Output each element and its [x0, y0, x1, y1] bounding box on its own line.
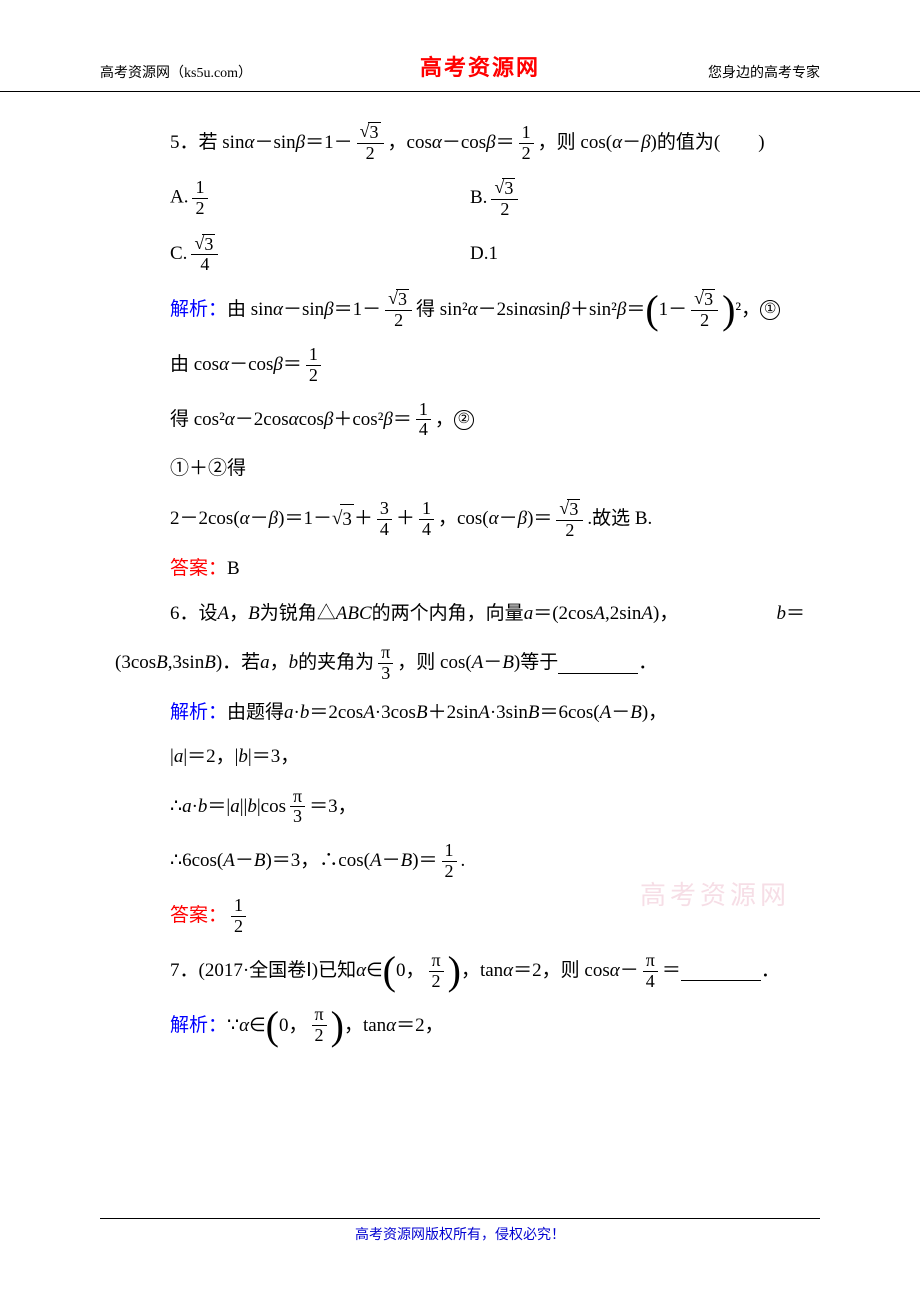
- q6-solution-line3: ∴a ·b ＝|a ||b |cos π3 ＝3，: [170, 787, 805, 828]
- marker-1: ①: [760, 300, 780, 320]
- fraction: 32: [357, 122, 384, 164]
- q5-solution-line3: 得 cos²α －2cosα cosβ ＋cos²β ＝ 14 ， ②: [170, 400, 805, 441]
- fill-blank: [558, 653, 638, 674]
- solution-label: 解析：: [170, 295, 227, 325]
- option-A: A.12: [170, 178, 470, 219]
- q7-solution-line1: 解析： ∵α ∈ (0，π2) ，tanα ＝2，: [170, 1005, 805, 1046]
- q6-stem-line1: 6． 设 A ，B 为锐角△ABC 的两个内角，向量 a ＝(2cosA ,2s…: [170, 599, 805, 629]
- q5-solution-line1: 解析： 由 sinα －sinβ ＝1－ 32 得 sin²α －2sinα s…: [170, 289, 805, 331]
- q5-options-row2: C.34 D.1: [170, 234, 805, 276]
- q7-stem: 7． (2017·全国卷Ⅰ)已知 α ∈ (0，π2) ，tanα ＝2，则 c…: [170, 951, 805, 992]
- q5-number: 5．: [170, 128, 199, 158]
- q5-solution-line2: 由 cosα －cosβ ＝ 12: [170, 345, 805, 386]
- marker-2: ②: [454, 410, 474, 430]
- q5-solution-line5: 2－2cos(α －β )＝1－3 ＋34 ＋14 ，cos(α －β )＝ 3…: [170, 499, 805, 541]
- option-C: C.34: [170, 234, 470, 276]
- q6-solution-line4: ∴6cos(A －B )＝3，∴cos(A －B )＝ 12 .: [170, 841, 805, 882]
- q5-solution-line4: ①＋②得: [170, 454, 805, 484]
- fill-blank: [681, 961, 761, 982]
- q6-answer: 答案： 12: [170, 896, 805, 937]
- page-footer: 高考资源网版权所有，侵权必究！: [100, 1218, 820, 1247]
- q6-solution-line2: |a |＝2，|b |＝3，: [170, 742, 805, 772]
- header-left: 高考资源网（ks5u.com）: [100, 63, 252, 85]
- answer-label: 答案：: [170, 554, 227, 584]
- header-center-logo: 高考资源网: [420, 50, 540, 85]
- page-header: 高考资源网（ks5u.com） 高考资源网 您身边的高考专家: [0, 0, 920, 92]
- q6-solution-line1: 解析： 由题得 a ·b ＝2cosA ·3cosB ＋2sinA ·3sinB…: [170, 698, 805, 728]
- q6-stem-line2: (3cosB ,3sinB )．若 a ，b 的夹角为 π3 ，则 cos(A …: [115, 643, 805, 684]
- header-right: 您身边的高考专家: [708, 63, 820, 85]
- q5-answer: 答案： B: [170, 554, 805, 584]
- fraction: 12: [519, 123, 534, 164]
- option-B: B.32: [470, 178, 522, 220]
- document-content: 5． 若 sinα －sinβ ＝1－ 32 ，cosα －cosβ ＝ 12 …: [0, 92, 920, 1046]
- option-D: D.1: [470, 239, 498, 269]
- q5-stem: 5． 若 sinα －sinβ ＝1－ 32 ，cosα －cosβ ＝ 12 …: [170, 122, 805, 164]
- q5-options-row1: A.12 B.32: [170, 178, 805, 220]
